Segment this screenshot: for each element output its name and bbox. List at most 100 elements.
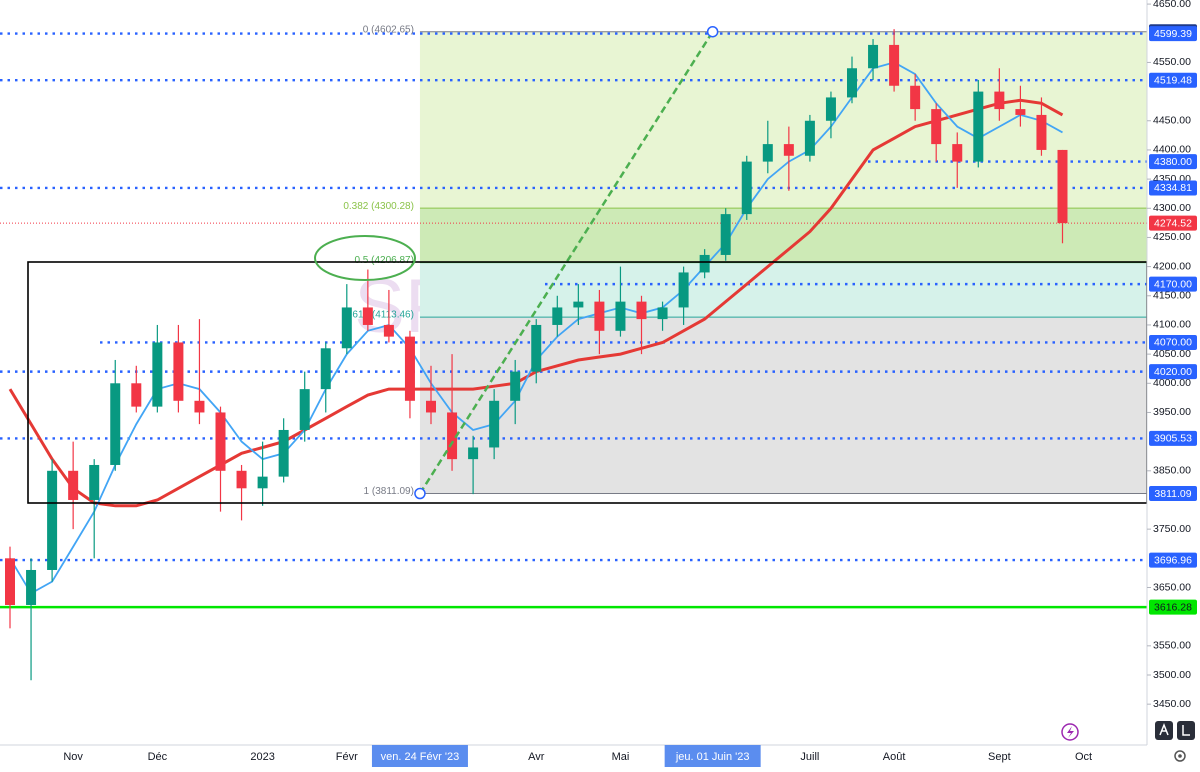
fib-label: 1 (3811.09) [364,486,414,497]
y-tick-label: 4300.00 [1153,202,1191,214]
candle-body [657,307,668,320]
level-label-bg [1149,276,1197,292]
level-label: 4170.00 [1154,278,1192,290]
candle-body [783,144,794,156]
y-tick-label: 4000.00 [1153,377,1191,389]
y-tick-label: 4250.00 [1153,231,1191,243]
x-tick-label: Août [883,751,906,763]
level-label-bg [1149,154,1197,170]
candle-body [531,324,542,372]
candle-body [594,301,605,331]
log-scale-button[interactable] [1177,721,1195,740]
candle-body [131,383,142,407]
level-label: 3696.96 [1154,554,1192,566]
candle-body [1036,114,1047,150]
lightning-circle [1061,723,1079,741]
candle-body [1015,109,1026,115]
x-tick-label: ven. 24 Févr '23 [381,751,460,763]
y-tick-label: 3550.00 [1153,640,1191,652]
y-tick-label: 4150.00 [1153,290,1191,302]
y-tick-label: 4100.00 [1153,319,1191,331]
time-axis [0,745,1200,767]
level-label-bg [1149,215,1197,231]
fib-band [419,262,1147,318]
candle-body [510,371,521,401]
level-label-bg [1149,72,1197,88]
candle-body [194,400,205,413]
anchor-point [706,25,719,38]
candle-body [868,44,879,69]
axes: 4650.004550.004450.004400.004350.004300.… [63,0,1197,767]
x-tick-label: Sept [988,751,1011,763]
fib-label: 0.618 (4113.46) [344,310,414,321]
x-tick-label: Oct [1075,751,1092,763]
x-tick-label: jeu. 01 Juin '23 [675,751,750,763]
level-label: 3811.09 [1154,488,1191,500]
candle-body [404,336,415,401]
candle-body [468,447,479,460]
candle-body [447,412,458,460]
y-tick-label: 4550.00 [1153,56,1191,68]
level-label-bg [1149,364,1197,380]
candle-body [762,144,773,162]
candle-body [741,161,752,215]
lightning-button[interactable] [1061,723,1079,741]
candle-body [236,470,247,489]
level-label: 4380.00 [1154,156,1192,168]
candle-body [278,429,289,477]
candle-body [110,383,121,465]
level-label-bg [1149,599,1197,615]
fib-label: 0.5 (4206.87) [354,255,414,266]
candle-body [910,85,921,110]
level-label-bg [1149,430,1197,446]
level-label-bg [1149,334,1197,350]
candle-body [573,301,584,308]
candle-body [615,301,626,331]
annotation-ellipse [314,235,416,281]
anchor-point [414,487,426,500]
y-tick-label: 4200.00 [1153,260,1191,272]
level-label-bg [1149,180,1197,196]
candle-body [26,569,37,605]
lightning-icon [1067,726,1074,738]
settings-button[interactable] [1174,750,1186,762]
candle-body [383,324,394,337]
level-label-bg [1149,552,1197,568]
candle-body [804,120,815,156]
candle-body [552,307,563,325]
candle-body [699,254,710,273]
level-label: 4334.81 [1154,182,1192,194]
y-tick-label: 4450.00 [1153,115,1191,127]
x-tick-label: Avr [528,751,545,763]
trend-arrow [418,31,714,495]
plot-area: SPX, 1DS&P 5000 (4602.65)0.382 (4300.28)… [0,24,1147,681]
candle-body [994,91,1005,110]
l-icon [1182,725,1190,736]
candle-body [173,342,184,401]
candle-body [825,97,836,121]
y-tick-label: 3750.00 [1153,523,1191,535]
x-tick-label: 2023 [250,751,274,763]
fib-label: 0.382 (4300.28) [343,201,414,212]
candle-body [47,470,58,570]
button-bg [1177,721,1195,740]
candle-body [636,301,647,320]
level-label: 4599.39 [1154,28,1192,40]
candle-body [68,470,79,500]
candle-body [341,307,352,349]
candle-body [426,400,436,413]
crosshair-date-bg [664,745,761,767]
candle-body [678,272,689,308]
level-label: 4519.48 [1154,75,1192,87]
y-tick-label: 3500.00 [1153,669,1191,681]
level-label: 4070.00 [1154,337,1192,349]
candle-body [489,400,500,448]
candle-body [952,144,963,162]
x-tick-label: Juill [800,751,819,763]
auto-scale-button[interactable] [1155,721,1173,740]
y-tick-label: 4050.00 [1153,348,1191,360]
level-label: 4020.00 [1154,366,1192,378]
fib-label: 0 (4602.65) [363,24,414,35]
